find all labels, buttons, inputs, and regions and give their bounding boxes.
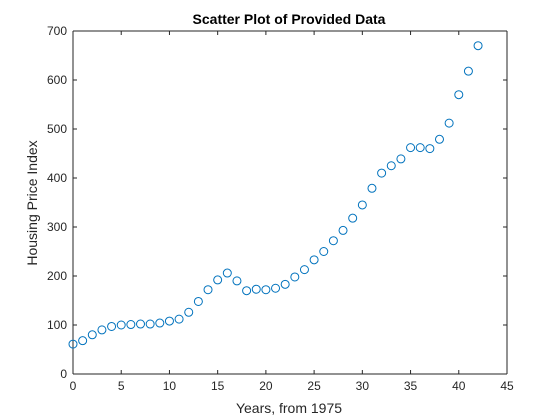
axes-box (72, 30, 508, 375)
data-point (203, 285, 213, 295)
x-tick-label: 5 (118, 379, 125, 393)
x-tick-label: 40 (452, 379, 466, 393)
data-point (377, 168, 387, 178)
data-point (126, 320, 136, 330)
data-point (396, 154, 406, 164)
x-axis: 0 5 10 15 20 25 30 35 40 45 (70, 31, 514, 393)
data-point (309, 255, 319, 265)
data-point (406, 143, 416, 153)
data-point (280, 279, 290, 289)
data-point (193, 296, 203, 306)
data-point (174, 314, 184, 324)
data-point (271, 283, 281, 293)
data-point (415, 143, 425, 153)
data-point (444, 118, 454, 128)
data-point (261, 285, 271, 295)
data-point (463, 66, 473, 76)
data-point (242, 286, 252, 296)
data-point (348, 213, 358, 223)
data-point (87, 330, 97, 340)
data-point (136, 319, 146, 329)
chart-title: Scatter Plot of Provided Data (193, 11, 386, 27)
x-tick-label: 0 (70, 379, 77, 393)
data-point (107, 321, 117, 331)
data-point (299, 265, 309, 275)
y-axis: 0 100 200 300 400 500 600 700 (47, 24, 507, 381)
x-tick-label: 10 (163, 379, 177, 393)
y-tick-label: 100 (47, 318, 67, 332)
data-point (357, 200, 367, 210)
data-point (290, 272, 300, 282)
data-points (68, 41, 483, 349)
data-point (116, 320, 126, 330)
y-axis-label: Housing Price Index (24, 140, 40, 265)
x-tick-label: 45 (500, 379, 514, 393)
x-tick-label: 30 (356, 379, 370, 393)
data-point (97, 325, 107, 335)
data-point (232, 276, 242, 286)
y-tick-label: 700 (47, 24, 67, 38)
data-point (155, 318, 165, 328)
y-tick-label: 400 (47, 171, 67, 185)
data-point (213, 275, 223, 285)
data-point (251, 284, 261, 294)
data-point (164, 316, 174, 326)
data-point (338, 225, 348, 235)
data-point (145, 319, 155, 329)
data-point (434, 134, 444, 144)
data-point (184, 307, 194, 317)
data-point (78, 336, 88, 346)
data-point (367, 183, 377, 193)
data-point (222, 268, 232, 278)
data-point (386, 161, 396, 171)
x-tick-label: 35 (404, 379, 418, 393)
data-point (328, 236, 338, 246)
data-point (68, 339, 78, 349)
y-tick-label: 0 (60, 367, 67, 381)
data-point (473, 41, 483, 51)
y-tick-label: 500 (47, 122, 67, 136)
x-tick-label: 20 (259, 379, 273, 393)
data-point (454, 90, 464, 100)
data-point (425, 144, 435, 154)
data-point (319, 247, 329, 256)
x-axis-label: Years, from 1975 (236, 400, 342, 416)
x-tick-label: 25 (307, 379, 321, 393)
x-tick-label: 15 (211, 379, 225, 393)
plot-area (73, 31, 507, 374)
y-tick-label: 300 (47, 220, 67, 234)
y-tick-label: 200 (47, 269, 67, 283)
y-tick-label: 600 (47, 73, 67, 87)
